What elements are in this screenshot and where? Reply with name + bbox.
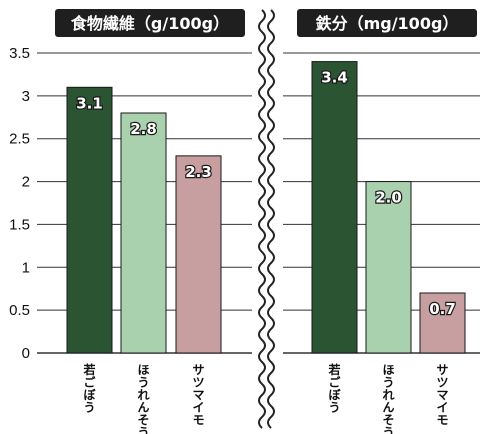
category-label: ほうれんそう [382,363,394,434]
bar-value-label: 2.8 [130,120,157,138]
y-tick-label: 0.5 [9,302,30,319]
right-title-box [297,9,477,37]
y-tick-label: 0 [22,345,30,362]
y-axis-tick-labels: 0 0.5 1 1.5 2 2.5 3 3.5 [9,45,30,362]
y-tick-label: 2 [22,174,30,191]
category-label: ほうれんそう [137,363,149,434]
bar-value-label: 3.4 [321,69,348,87]
bar [120,112,167,354]
wave-line-left [258,9,266,429]
bar [175,155,222,354]
bar [365,181,412,354]
right-chart-title: 鉄分（mg/100g） [297,9,477,37]
bar [419,292,466,354]
left-title-text: 食物繊維（g/100g） [70,14,229,33]
y-tick-label: 1 [22,259,30,276]
bars [66,61,466,354]
chart-break-separator [258,9,275,429]
y-tick-label: 3.5 [9,45,30,62]
right-title-text: 鉄分（mg/100g） [316,14,459,33]
y-tick-label: 1.5 [9,216,30,233]
bar-value-label: 3.1 [76,94,103,112]
category-label: サツマイモ [436,363,448,427]
category-label: 若ごぼう [82,362,96,415]
category-label: サツマイモ [192,363,204,427]
y-tick-label: 3 [22,88,30,105]
bar-value-label: 2.3 [185,163,212,181]
value-labels: 3.1 2.8 2.3 3.4 2.0 0.7 [75,67,457,319]
bar-value-label: 2.0 [375,189,402,207]
category-label: 若ごぼう [327,362,341,415]
y-tick-label: 2.5 [9,131,30,148]
wave-line-right [267,9,275,429]
bar [66,86,113,354]
category-labels: 若ごぼう ほうれんそう サツマイモ 若ごぼう ほうれんそう サツマイモ [82,362,448,434]
left-chart-title: 食物繊維（g/100g） [55,9,245,37]
bar-value-label: 0.7 [429,300,456,318]
left-title-box [55,9,245,37]
bar [311,61,358,354]
